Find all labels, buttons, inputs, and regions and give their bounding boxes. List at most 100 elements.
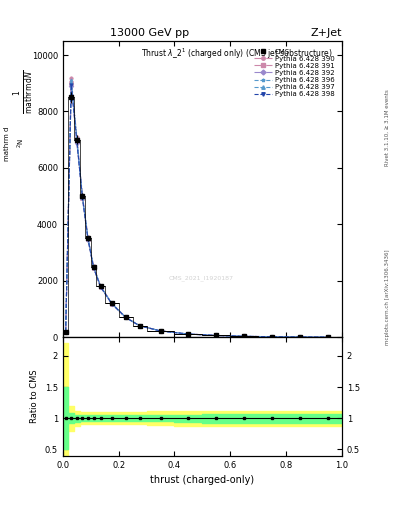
Pythia 6.428 398 (186, 331, 191, 337)
Pythia 6.428 390 (63, 329, 68, 335)
Pythia 6.428 396 (86, 235, 90, 241)
Pythia 6.428 390 (123, 314, 128, 320)
Pythia 6.428 392 (123, 314, 128, 321)
Pythia 6.428 397 (158, 328, 163, 334)
Legend: CMS, Pythia 6.428 390, Pythia 6.428 391, Pythia 6.428 392, Pythia 6.428 396, Pyt: CMS, Pythia 6.428 390, Pythia 6.428 391,… (253, 48, 336, 98)
Pythia 6.428 398 (270, 334, 275, 340)
Pythia 6.428 391 (158, 328, 163, 334)
Pythia 6.428 390 (158, 328, 163, 334)
Y-axis label: Ratio to CMS: Ratio to CMS (30, 370, 39, 423)
Pythia 6.428 390 (186, 331, 191, 337)
Pythia 6.428 390 (270, 334, 275, 340)
Pythia 6.428 390 (69, 75, 73, 81)
Pythia 6.428 392 (91, 265, 96, 271)
Pythia 6.428 391 (69, 80, 73, 87)
Pythia 6.428 391 (91, 264, 96, 270)
Pythia 6.428 398 (326, 334, 331, 340)
Pythia 6.428 391 (109, 301, 114, 307)
Pythia 6.428 391 (298, 334, 303, 340)
Pythia 6.428 398 (63, 329, 68, 335)
Pythia 6.428 396 (270, 334, 275, 340)
Pythia 6.428 392 (214, 332, 219, 338)
Pythia 6.428 397 (63, 329, 68, 335)
Pythia 6.428 396 (158, 328, 163, 334)
Pythia 6.428 392 (75, 139, 79, 145)
Pythia 6.428 398 (123, 314, 128, 321)
Line: Pythia 6.428 398: Pythia 6.428 398 (64, 83, 330, 339)
Pythia 6.428 398 (75, 138, 79, 144)
Text: 1
$\overline{\mathrm{mathrm\,d}N}$: 1 $\overline{\mathrm{mathrm\,d}N}$ (12, 70, 35, 114)
Pythia 6.428 390 (242, 333, 247, 339)
Pythia 6.428 398 (137, 323, 142, 329)
Pythia 6.428 397 (98, 283, 103, 289)
Pythia 6.428 396 (98, 283, 103, 289)
Pythia 6.428 398 (86, 236, 90, 242)
Pythia 6.428 398 (109, 301, 114, 307)
Pythia 6.428 392 (158, 328, 163, 334)
Pythia 6.428 396 (80, 193, 85, 199)
Pythia 6.428 390 (91, 263, 96, 269)
Pythia 6.428 396 (214, 332, 219, 338)
Pythia 6.428 392 (242, 333, 247, 339)
Pythia 6.428 391 (98, 284, 103, 290)
Pythia 6.428 392 (109, 301, 114, 307)
Pythia 6.428 392 (63, 329, 68, 335)
Pythia 6.428 398 (91, 265, 96, 271)
Pythia 6.428 392 (137, 323, 142, 329)
Pythia 6.428 392 (80, 195, 85, 201)
Pythia 6.428 396 (326, 334, 331, 340)
Pythia 6.428 392 (86, 237, 90, 243)
Pythia 6.428 397 (214, 332, 219, 338)
Pythia 6.428 396 (69, 77, 73, 83)
X-axis label: thrust (charged-only): thrust (charged-only) (151, 475, 254, 485)
Pythia 6.428 396 (63, 329, 68, 335)
Text: mathrm d: mathrm d (4, 126, 10, 161)
Line: Pythia 6.428 397: Pythia 6.428 397 (64, 80, 330, 339)
Pythia 6.428 396 (298, 334, 303, 340)
Pythia 6.428 397 (298, 334, 303, 340)
Pythia 6.428 391 (86, 236, 90, 242)
Pythia 6.428 391 (242, 333, 247, 339)
Pythia 6.428 398 (242, 333, 247, 339)
Pythia 6.428 392 (186, 331, 191, 337)
Pythia 6.428 392 (270, 334, 275, 340)
Pythia 6.428 392 (69, 83, 73, 89)
Pythia 6.428 398 (69, 81, 73, 88)
Pythia 6.428 392 (298, 334, 303, 340)
Pythia 6.428 397 (137, 323, 142, 329)
Text: Z+Jet: Z+Jet (310, 28, 342, 38)
Pythia 6.428 391 (326, 334, 331, 340)
Pythia 6.428 397 (270, 334, 275, 340)
Pythia 6.428 391 (186, 331, 191, 337)
Pythia 6.428 391 (80, 195, 85, 201)
Pythia 6.428 391 (75, 138, 79, 144)
Pythia 6.428 391 (123, 314, 128, 321)
Line: Pythia 6.428 391: Pythia 6.428 391 (64, 81, 330, 339)
Pythia 6.428 390 (109, 300, 114, 306)
Pythia 6.428 398 (80, 195, 85, 201)
Pythia 6.428 397 (242, 333, 247, 339)
Pythia 6.428 397 (109, 301, 114, 307)
Text: Thrust $\lambda\_2^1$ (charged only) (CMS jet substructure): Thrust $\lambda\_2^1$ (charged only) (CM… (141, 47, 332, 61)
Line: Pythia 6.428 392: Pythia 6.428 392 (64, 84, 330, 339)
Pythia 6.428 390 (214, 332, 219, 338)
Pythia 6.428 396 (109, 300, 114, 306)
Pythia 6.428 390 (298, 334, 303, 340)
Line: Pythia 6.428 396: Pythia 6.428 396 (64, 79, 330, 339)
Text: $^2$N: $^2$N (16, 138, 27, 148)
Pythia 6.428 397 (80, 194, 85, 200)
Pythia 6.428 397 (91, 264, 96, 270)
Pythia 6.428 396 (137, 323, 142, 329)
Pythia 6.428 396 (123, 314, 128, 321)
Pythia 6.428 390 (137, 323, 142, 329)
Pythia 6.428 398 (298, 334, 303, 340)
Text: 13000 GeV pp: 13000 GeV pp (110, 28, 189, 38)
Text: mcplots.cern.ch [arXiv:1306.3436]: mcplots.cern.ch [arXiv:1306.3436] (385, 249, 389, 345)
Pythia 6.428 396 (242, 333, 247, 339)
Text: CMS_2021_I1920187: CMS_2021_I1920187 (169, 275, 234, 281)
Pythia 6.428 392 (98, 284, 103, 290)
Pythia 6.428 396 (75, 135, 79, 141)
Pythia 6.428 391 (214, 332, 219, 338)
Text: Rivet 3.1.10, ≥ 3.1M events: Rivet 3.1.10, ≥ 3.1M events (385, 90, 389, 166)
Pythia 6.428 390 (98, 283, 103, 289)
